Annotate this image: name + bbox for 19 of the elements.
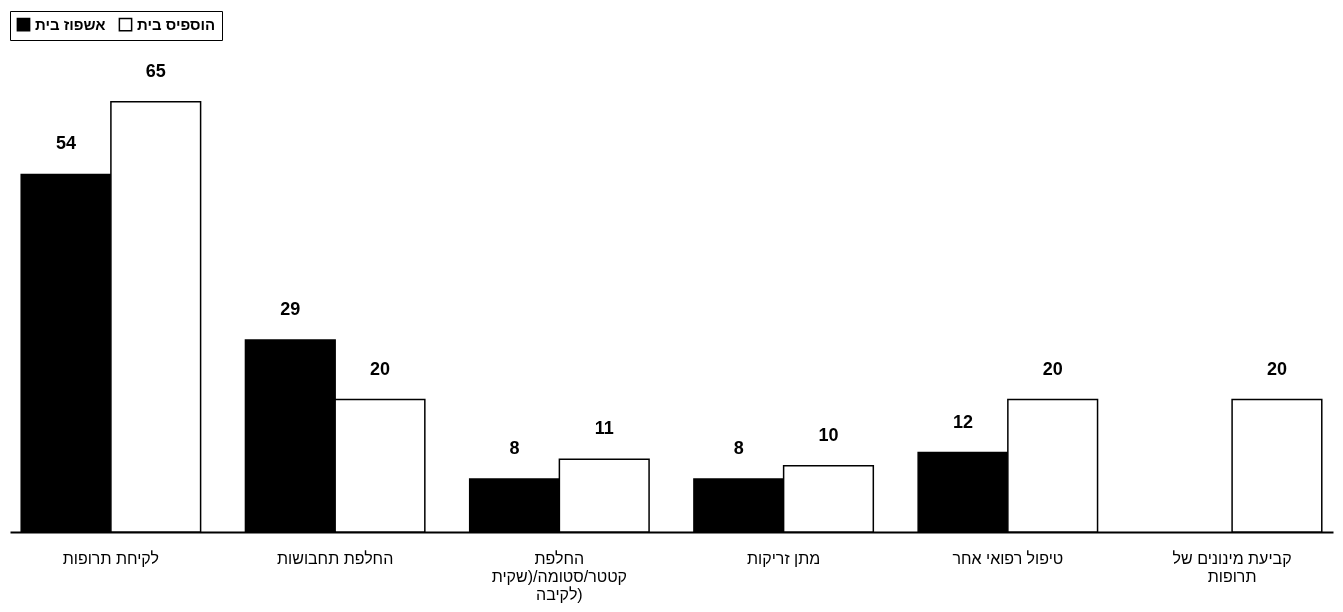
x-tick-label: החלפת קטטר/סטומה/(שקית לקיבה) bbox=[491, 549, 628, 603]
x-tick-label: קביעת מינונים של תרופות bbox=[1172, 549, 1292, 585]
x-tick-label: לקיחת תרופות bbox=[62, 549, 160, 567]
data-label: 29 bbox=[280, 298, 301, 319]
data-label: 20 bbox=[369, 358, 391, 379]
data-label: 10 bbox=[818, 424, 839, 445]
x-tick-label: החלפת תחבושות bbox=[277, 549, 394, 567]
data-label: 20 bbox=[1042, 358, 1063, 379]
data-label: 12 bbox=[952, 411, 974, 432]
data-label: 8 bbox=[733, 438, 744, 459]
x-tick-label: טיפול רפואי אחר bbox=[952, 549, 1064, 567]
data-label: 20 bbox=[1266, 358, 1287, 379]
data-label: 54 bbox=[56, 133, 77, 154]
legend-label: הוספיס בית bbox=[137, 15, 216, 33]
legend-label: אשפוז בית bbox=[35, 15, 106, 33]
data-label: 65 bbox=[145, 60, 166, 81]
data-label: 11 bbox=[594, 418, 614, 439]
data-label: 8 bbox=[509, 438, 520, 459]
x-tick-label: מתן זריקות bbox=[747, 549, 821, 567]
